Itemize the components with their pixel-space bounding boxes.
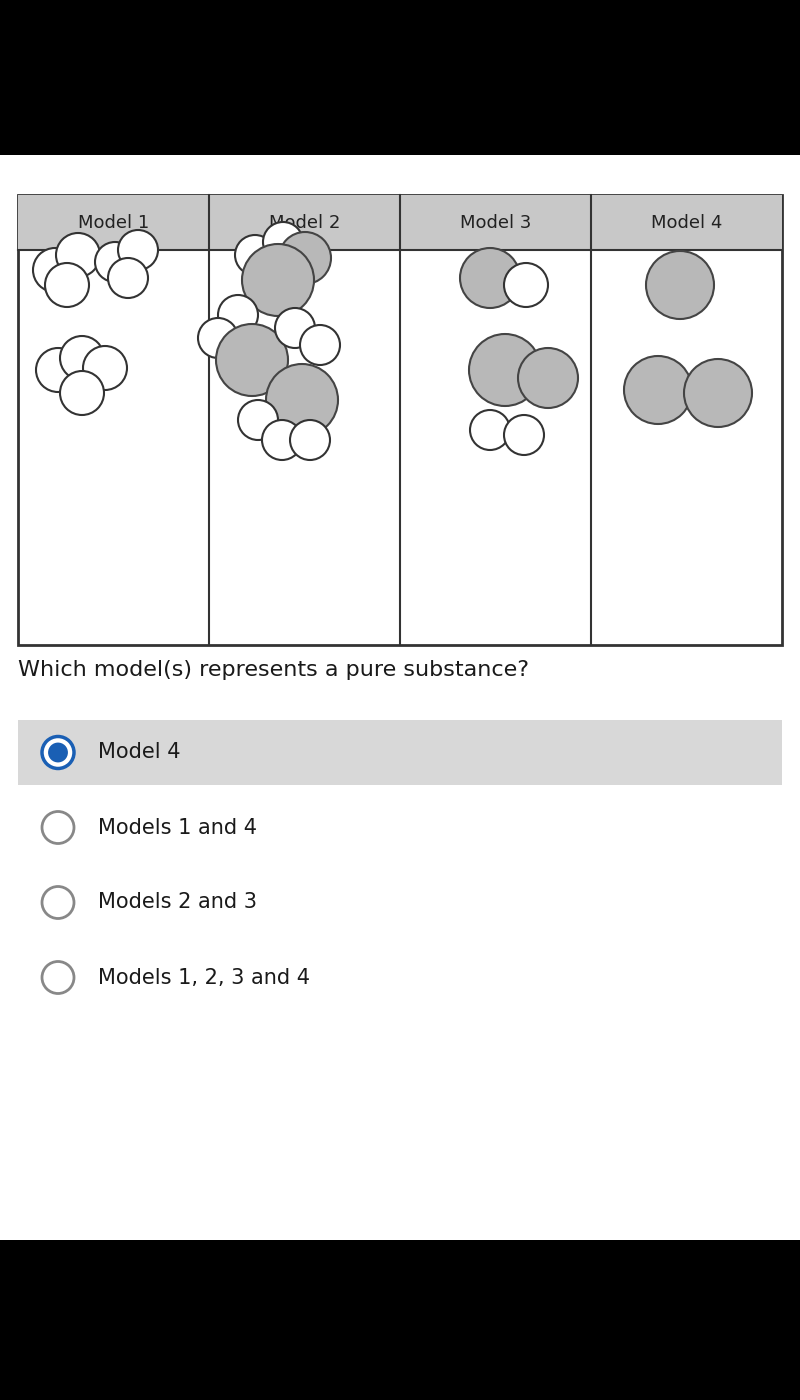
Circle shape [216, 323, 288, 396]
Text: Model 2: Model 2 [269, 213, 340, 231]
Circle shape [118, 230, 158, 270]
Bar [18, 720, 782, 785]
Text: Models 2 and 3: Models 2 and 3 [98, 893, 257, 913]
Text: Model 4: Model 4 [98, 742, 181, 763]
Circle shape [42, 736, 74, 769]
Circle shape [60, 371, 104, 414]
Circle shape [266, 364, 338, 435]
Circle shape [518, 349, 578, 407]
Circle shape [218, 295, 258, 335]
Circle shape [42, 812, 74, 843]
Circle shape [300, 325, 340, 365]
Circle shape [42, 962, 74, 994]
Circle shape [198, 318, 238, 358]
Circle shape [504, 263, 548, 307]
Circle shape [42, 886, 74, 918]
Bar [0, 1240, 800, 1400]
Bar [18, 945, 782, 1009]
Circle shape [469, 335, 541, 406]
Circle shape [45, 263, 89, 307]
Circle shape [624, 356, 692, 424]
Circle shape [108, 258, 148, 298]
Circle shape [646, 251, 714, 319]
Bar [18, 795, 782, 860]
Circle shape [684, 358, 752, 427]
Circle shape [275, 308, 315, 349]
Text: Model 1: Model 1 [78, 213, 149, 231]
Circle shape [60, 336, 104, 379]
Circle shape [242, 244, 314, 316]
Circle shape [33, 248, 77, 293]
Circle shape [83, 346, 127, 391]
Text: Which model(s) represents a pure substance?: Which model(s) represents a pure substan… [18, 659, 529, 680]
Circle shape [290, 420, 330, 461]
Circle shape [95, 242, 135, 281]
Circle shape [235, 235, 275, 274]
Text: Model 4: Model 4 [651, 213, 722, 231]
Text: Model 3: Model 3 [460, 213, 531, 231]
Bar [18, 195, 782, 645]
Text: Models 1, 2, 3 and 4: Models 1, 2, 3 and 4 [98, 967, 310, 987]
Circle shape [262, 420, 302, 461]
Bar [18, 195, 782, 251]
Circle shape [56, 232, 100, 277]
Circle shape [48, 742, 68, 763]
Circle shape [279, 232, 331, 284]
Circle shape [36, 349, 80, 392]
Circle shape [263, 223, 303, 262]
Circle shape [460, 248, 520, 308]
Bar [18, 869, 782, 935]
Circle shape [238, 400, 278, 440]
Circle shape [470, 410, 510, 449]
Bar [0, 0, 800, 155]
Circle shape [504, 414, 544, 455]
Text: Models 1 and 4: Models 1 and 4 [98, 818, 257, 837]
Bar [0, 155, 800, 1240]
